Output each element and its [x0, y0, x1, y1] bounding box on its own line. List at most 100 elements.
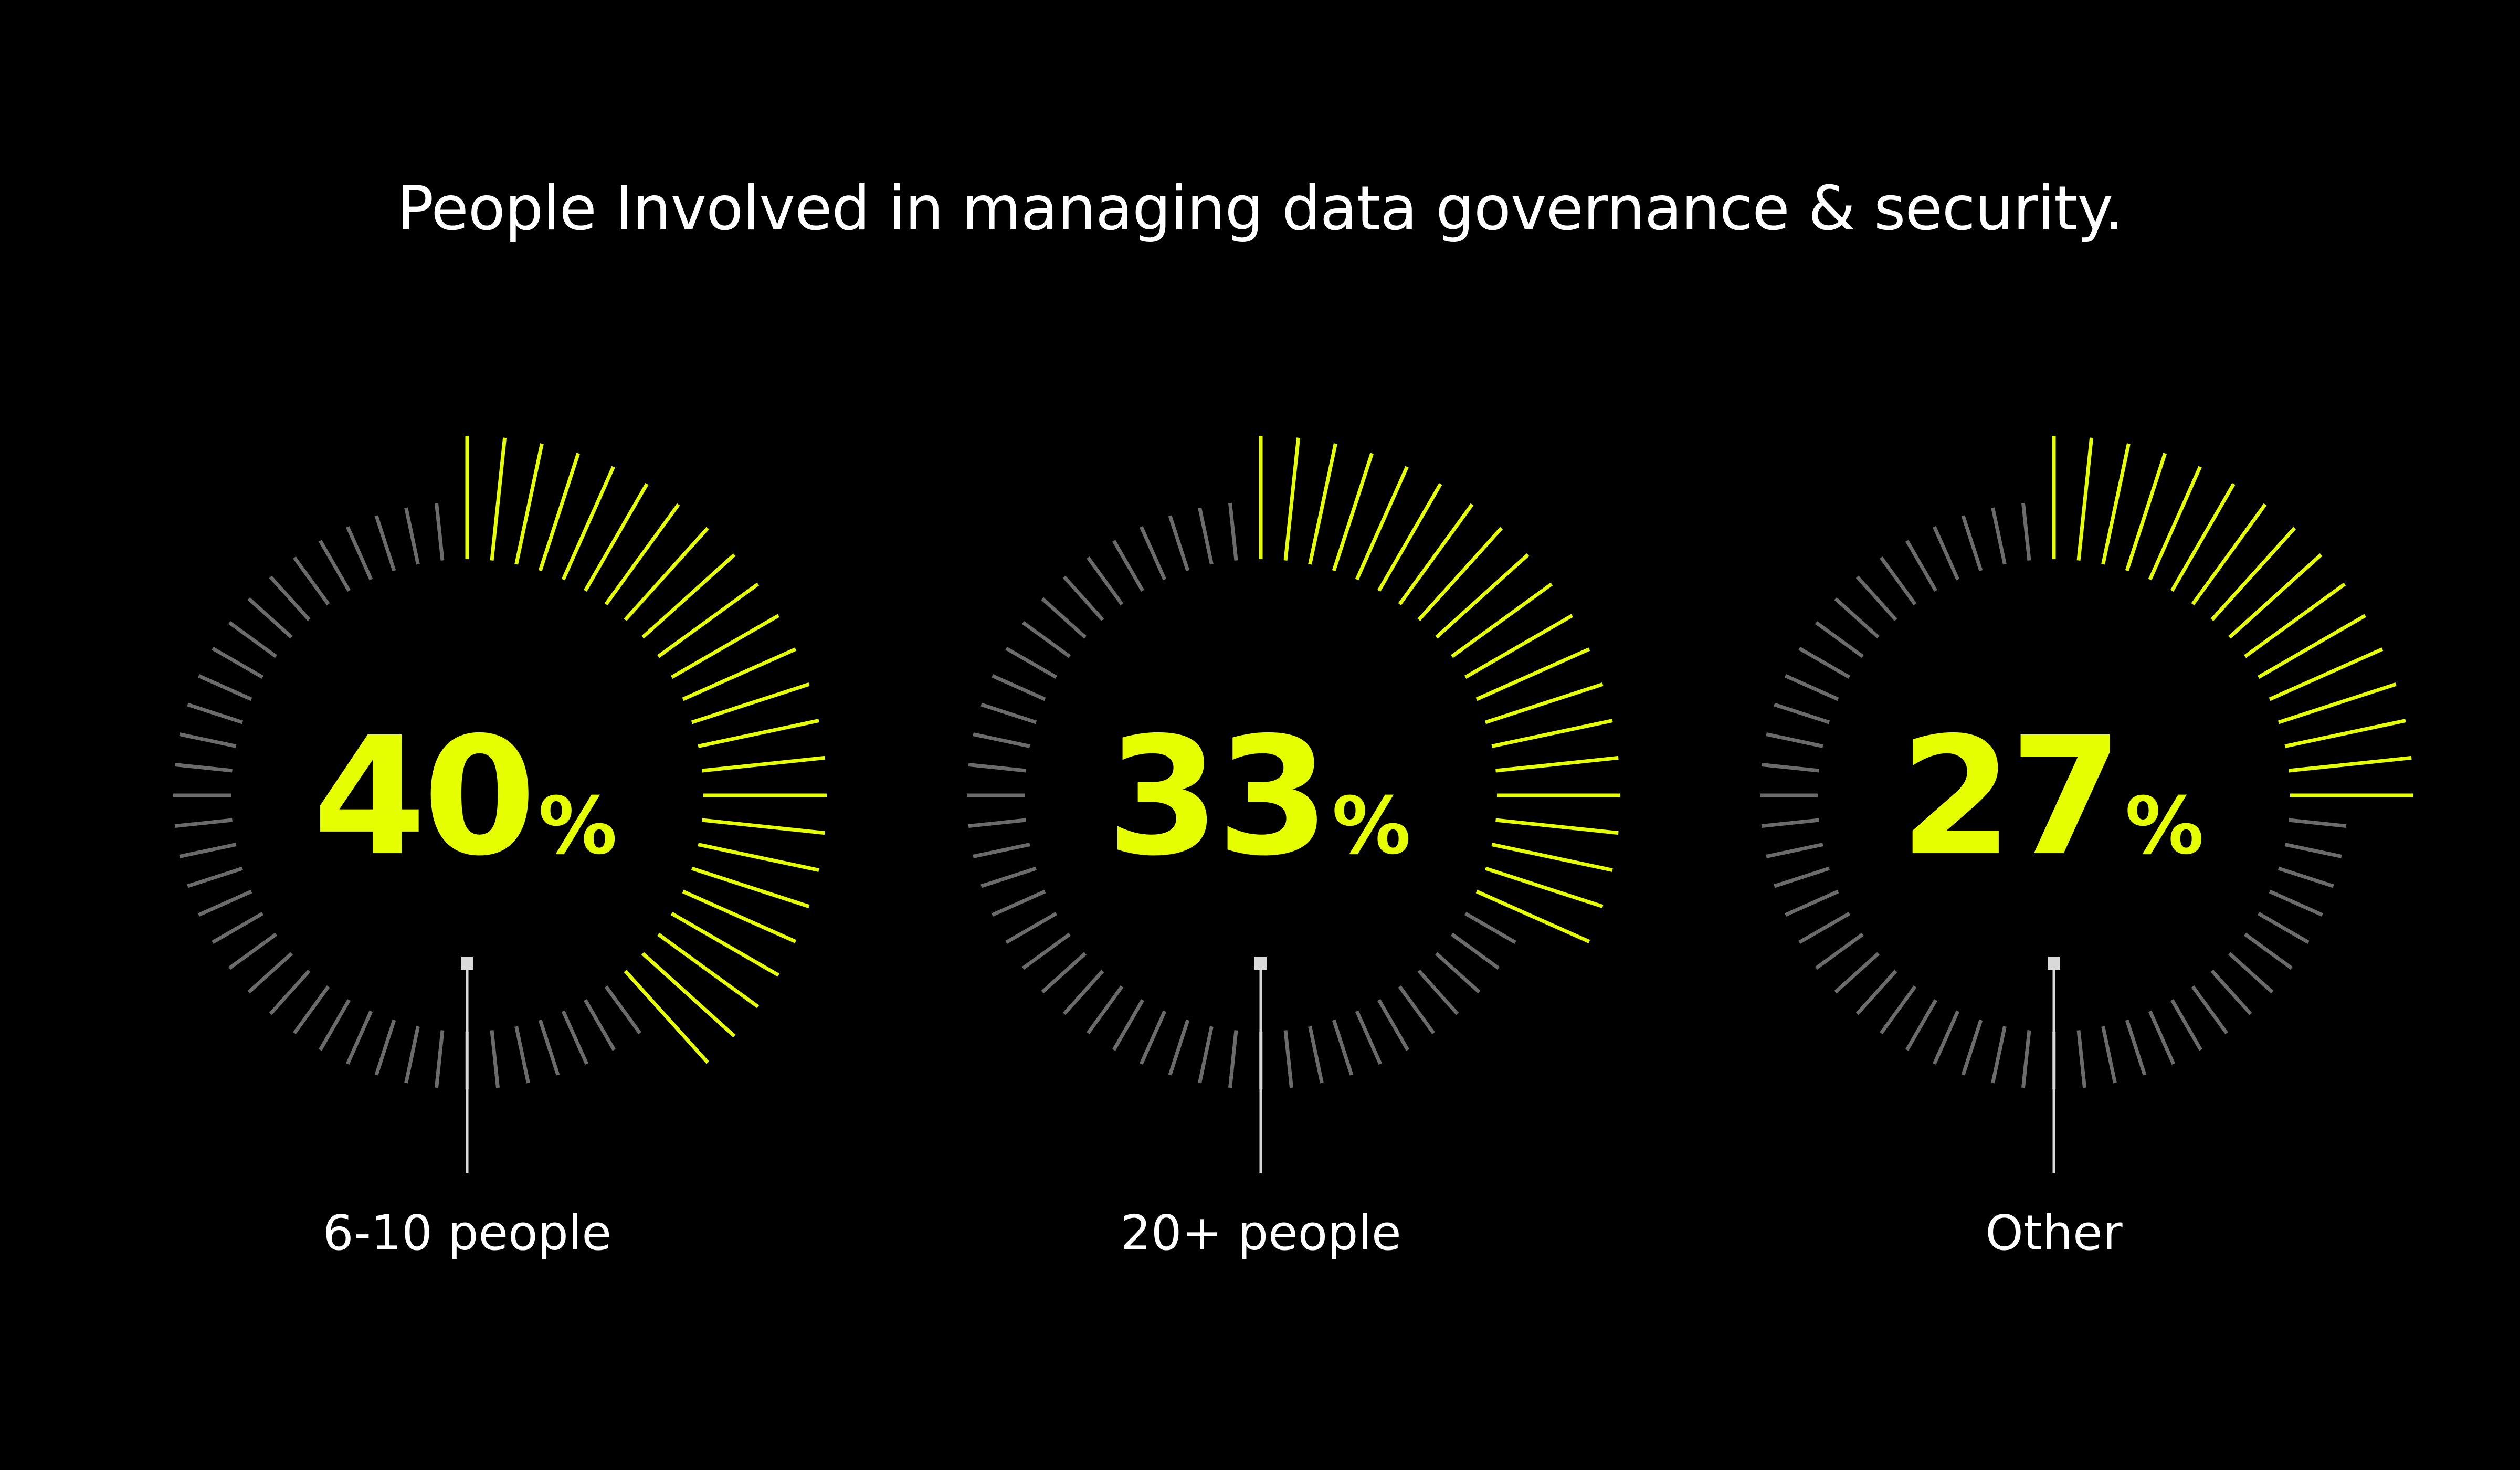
gauge-tick	[1815, 621, 1864, 658]
gauge-tick	[1112, 540, 1145, 592]
gauge-tick-active	[1435, 553, 1530, 639]
gauge-tick	[2021, 502, 2031, 561]
gauge-tick	[228, 932, 277, 970]
gauge-tick	[514, 1026, 530, 1084]
gauge-tick	[1021, 621, 1071, 658]
gauge-tick	[1332, 1019, 1354, 1076]
gauge-tick	[1933, 526, 1960, 581]
gauge-tick	[583, 999, 616, 1051]
gauge-tick	[1905, 540, 1938, 592]
gauge-tick	[1784, 674, 1839, 701]
gauge-tick-active	[490, 437, 507, 561]
gauge-tick-active	[2269, 647, 2384, 701]
gauge-tick	[1961, 515, 1983, 572]
gauge-tick-active	[1464, 614, 1573, 679]
gauge-tick-active	[2170, 483, 2236, 592]
gauge-tick	[1855, 970, 1897, 1015]
gauge-tick-active	[2284, 719, 2406, 748]
gauge-tick-active	[2076, 437, 2094, 561]
gauge-tick	[404, 507, 420, 565]
gauge-tick	[1041, 597, 1087, 639]
gauge-tick	[1774, 702, 1830, 724]
gauge-tick-active	[2101, 443, 2131, 565]
gauge-1: 33% 20+ people	[967, 436, 1620, 1261]
gauge-tick	[604, 985, 642, 1035]
gauge-tick	[2269, 889, 2324, 917]
gauge-tick	[1464, 911, 1516, 944]
gauge-tick-active	[2191, 503, 2267, 605]
gauge-tick-active	[670, 911, 779, 977]
gauge-tick	[1784, 889, 1839, 917]
gauge-tick	[2284, 843, 2342, 858]
gauge-tick-active	[1308, 443, 1337, 565]
gauge-tick	[1086, 985, 1124, 1035]
gauge-tick-active	[2244, 582, 2346, 658]
gauge-tick	[1168, 515, 1190, 572]
gauge-tick	[228, 621, 277, 658]
gauge-tick-active	[1484, 866, 1604, 909]
gauge-tick-active	[702, 818, 825, 835]
gauge-0: 40% 6-10 people	[173, 436, 827, 1261]
gauge-tick	[2289, 818, 2347, 828]
gauge-tick	[1991, 1026, 2007, 1084]
gauge-tick	[1451, 932, 1500, 970]
gauge-tick-active	[2148, 466, 2202, 581]
gauge-tick	[1398, 985, 1436, 1035]
gauge-tick-active	[1355, 466, 1409, 581]
gauge-tick	[561, 1010, 588, 1065]
gauge-tick	[1774, 866, 1830, 888]
gauge-tick	[968, 763, 1026, 773]
gauge-tick	[1815, 932, 1864, 970]
gauge-tick-active	[657, 582, 760, 658]
gauge-tick	[1355, 1010, 1382, 1065]
gauge-tick	[1834, 952, 1880, 994]
gauge-tick-active	[1495, 755, 1619, 773]
gauge-tick-active	[583, 483, 649, 592]
gauge-tick-active	[682, 889, 797, 943]
gauge-tick	[247, 952, 293, 994]
gauge-marker	[461, 957, 473, 970]
gauge-tick-active	[641, 952, 736, 1038]
gauge-tick	[2210, 970, 2252, 1015]
gauge-tick	[2278, 866, 2334, 888]
gauge-tick-active	[624, 970, 710, 1064]
gauge-tick	[318, 999, 351, 1051]
gauge-tick	[968, 818, 1026, 828]
gauge-tick-active	[2278, 682, 2397, 724]
gauge-tick	[980, 866, 1037, 888]
gauge-tick	[247, 597, 293, 639]
gauge-tick	[1168, 1019, 1190, 1076]
gauge-tick	[1140, 1010, 1167, 1065]
gauge-tick	[973, 843, 1030, 858]
gauge-tick	[374, 1019, 396, 1076]
gauge-tick	[2257, 911, 2310, 944]
gauge-tick	[1761, 763, 1819, 773]
gauge-tick	[1991, 507, 2007, 565]
gauge-tick	[1308, 1026, 1324, 1084]
gauge-2: 27% Other	[1760, 436, 2413, 1261]
gauge-tick	[174, 818, 233, 828]
gauge-label: 6-10 people	[323, 1205, 611, 1261]
gauge-tick	[374, 515, 396, 572]
gauge-tick	[2148, 1010, 2175, 1065]
gauge-tick	[346, 526, 373, 581]
gauge-tick	[1855, 575, 1897, 621]
gauge-tick	[187, 702, 244, 724]
gauge-tick	[2101, 1026, 2117, 1084]
gauge-tick-active	[2257, 614, 2366, 679]
gauge-tick	[1005, 911, 1058, 944]
gauge-tick	[973, 732, 1030, 748]
gauge-tick	[1879, 556, 1917, 605]
gauge-tick-active	[1475, 647, 1590, 701]
gauge-tick-active	[1495, 818, 1619, 835]
gauge-tick	[1021, 932, 1071, 970]
gauge-tick	[1377, 999, 1410, 1051]
gauge-tick	[1140, 526, 1167, 581]
gauge-tick	[1961, 1019, 1983, 1076]
gauge-tick	[1798, 911, 1851, 944]
gauge-tick	[1086, 556, 1124, 605]
gauge-tick	[269, 575, 311, 621]
gauge-tick-active	[2125, 453, 2167, 572]
